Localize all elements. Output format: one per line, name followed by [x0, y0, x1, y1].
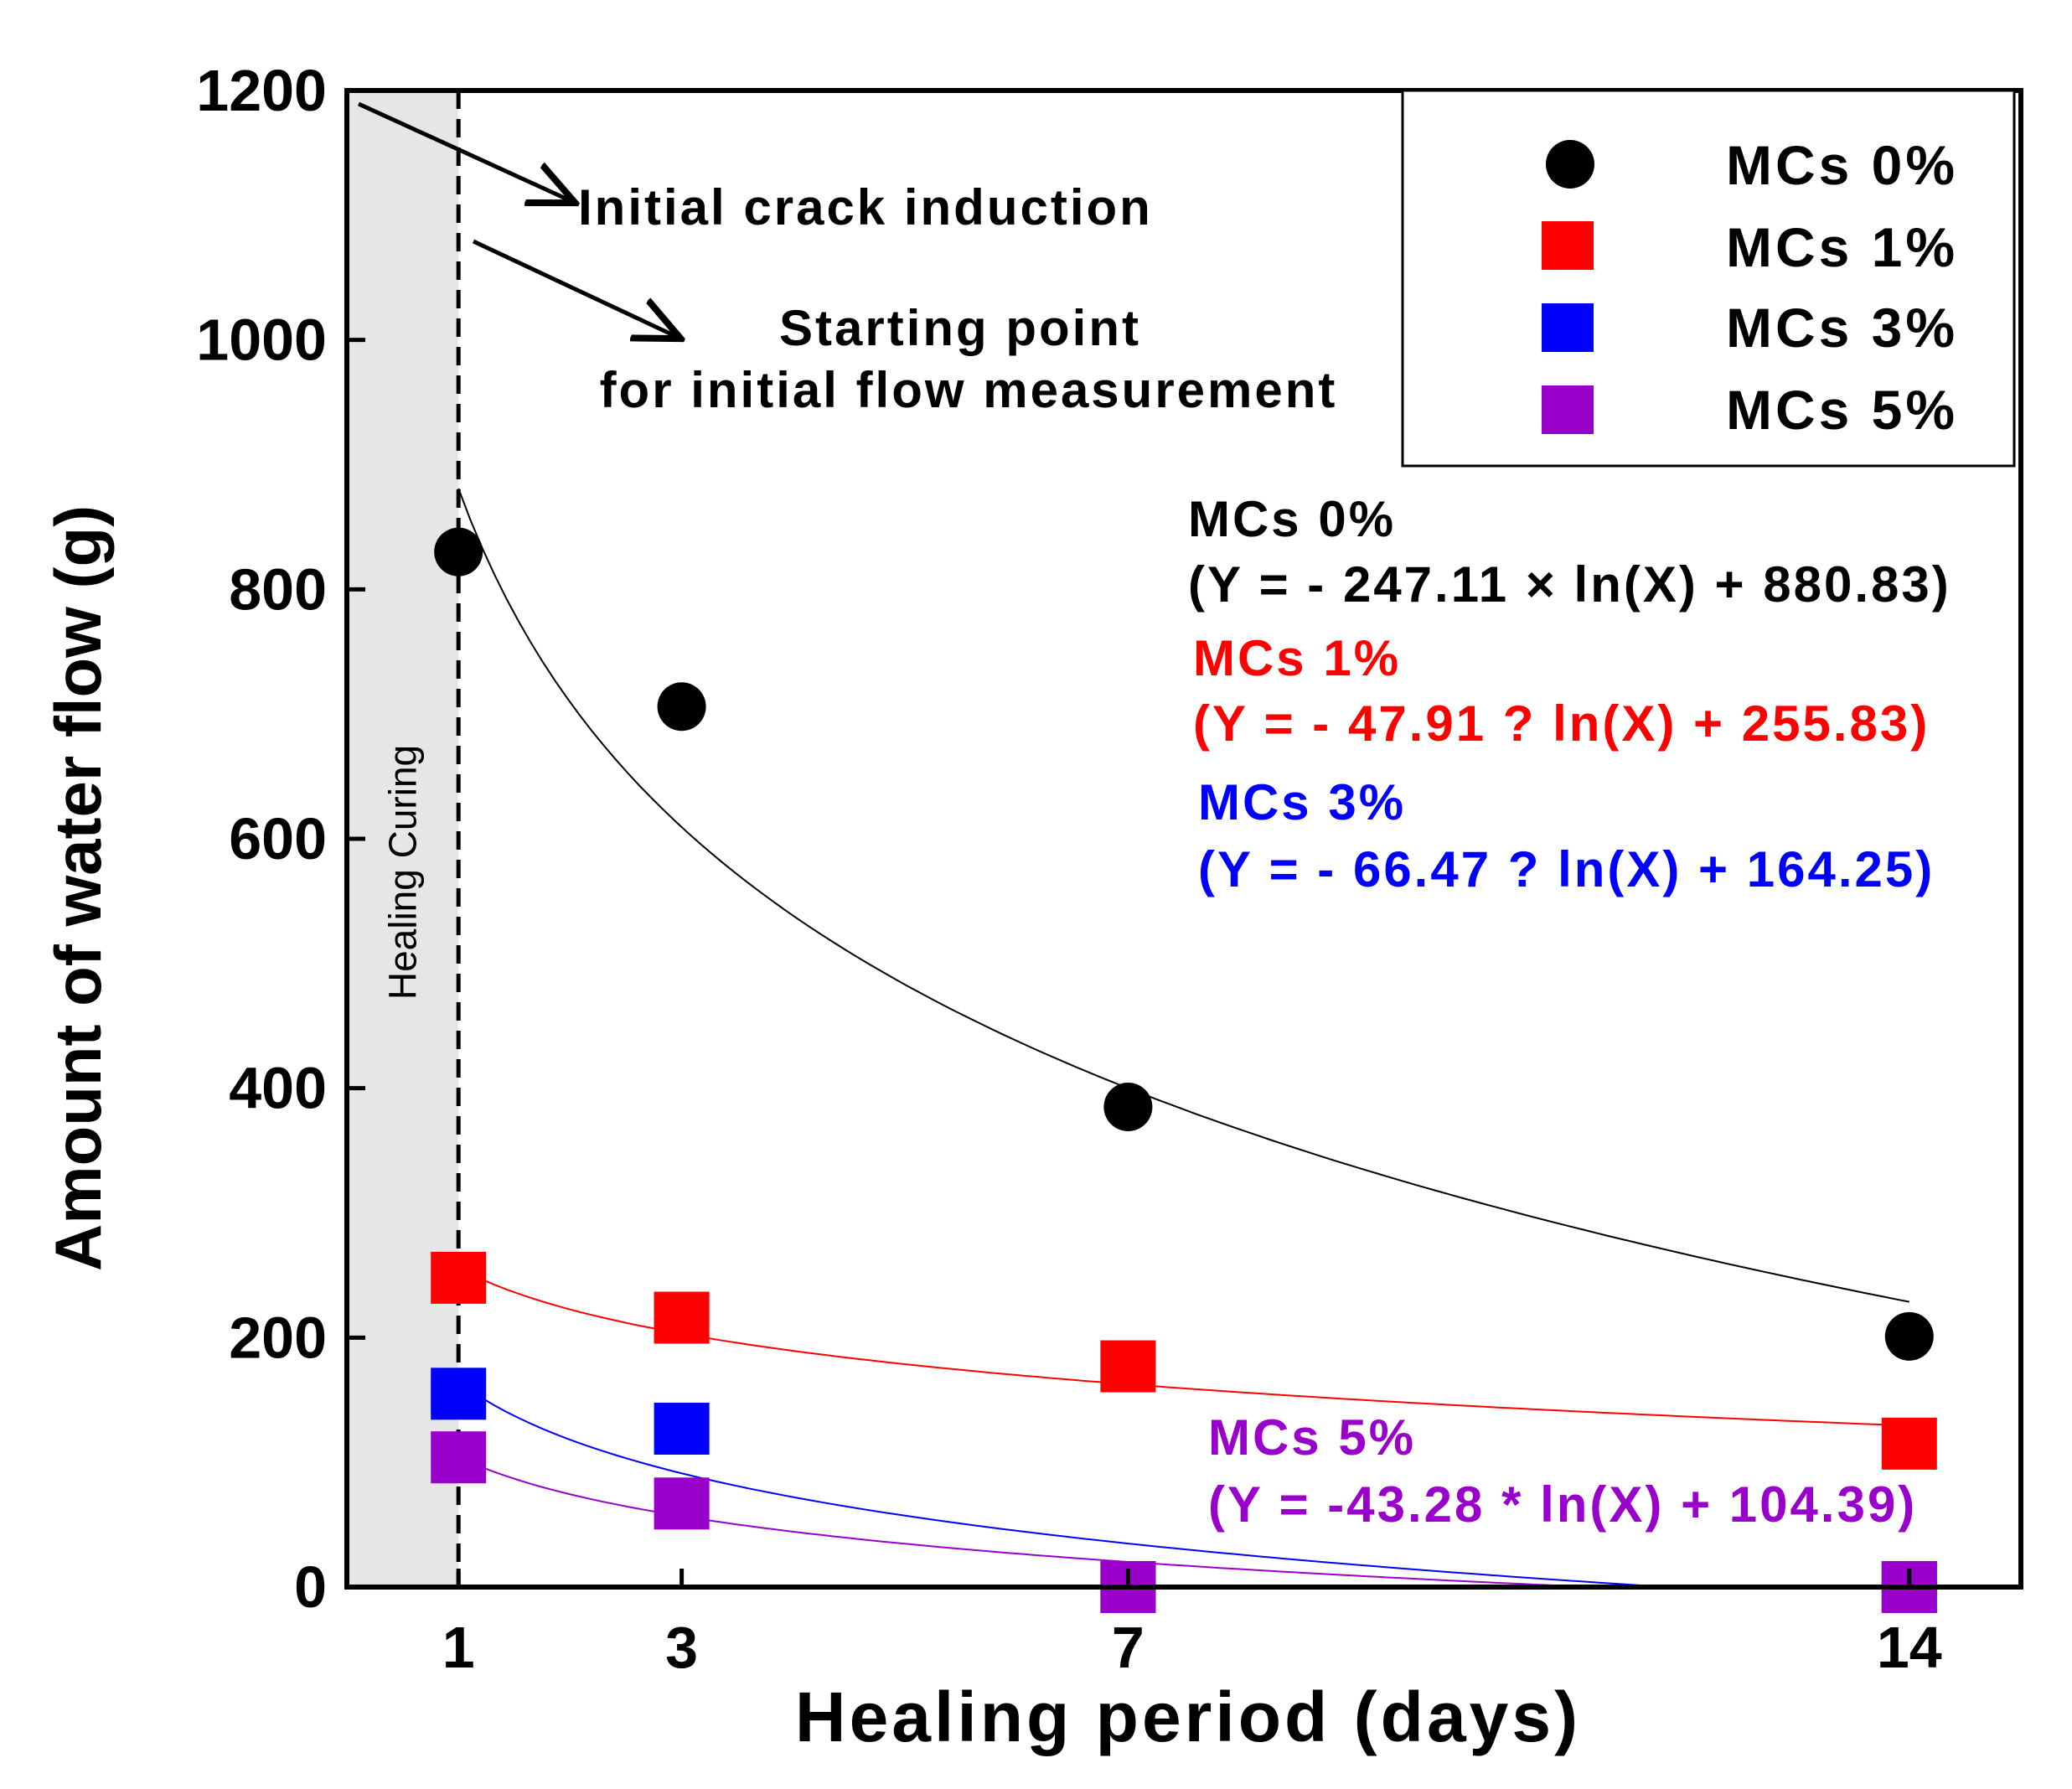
- equation-formula-mcs-1: (Y = - 47.91 ? ln(X) + 255.83): [1193, 695, 1930, 752]
- y-tick-label: 800: [229, 556, 327, 622]
- x-tick-label: 7: [1112, 1615, 1145, 1680]
- data-point: [1884, 1311, 1934, 1361]
- healing-curing-label: Healing Curing: [381, 745, 425, 1000]
- x-axis-label: Healing period (days): [795, 1678, 1581, 1756]
- legend-marker-mcs-3: [1542, 303, 1594, 352]
- fit-curve-0: [457, 488, 1909, 1303]
- x-tick-label: 3: [665, 1615, 698, 1680]
- data-point: [431, 1431, 487, 1484]
- equation-title-mcs-1: MCs 1%: [1193, 630, 1401, 686]
- y-tick-label: 1000: [196, 308, 327, 373]
- data-point: [654, 1402, 710, 1455]
- fit-curve-1: [457, 1267, 1909, 1427]
- legend-label-mcs-0: MCs 0%: [1726, 134, 1958, 196]
- data-point: [434, 527, 483, 577]
- legend-label-mcs-5: MCs 5%: [1726, 379, 1958, 441]
- y-axis-ticks: 0 200 400 600 800 1000 1200: [196, 58, 365, 1620]
- data-point: [431, 1368, 487, 1420]
- legend-box: [1401, 89, 2016, 468]
- y-tick-label: 600: [229, 806, 327, 871]
- legend-marker-mcs-0: [1546, 140, 1594, 189]
- starting-point-annotation-line1: Starting point: [779, 300, 1141, 356]
- fit-curve-3: [457, 1456, 1584, 1588]
- y-tick-label: 1200: [196, 58, 327, 123]
- data-point: [654, 1291, 710, 1344]
- data-point: [654, 1477, 710, 1530]
- y-tick-label: 0: [294, 1554, 327, 1620]
- healing-curing-region: [347, 90, 459, 1587]
- equation-formula-mcs-5: (Y = -43.28 * ln(X) + 104.39): [1208, 1476, 1917, 1533]
- x-tick-label: 14: [1877, 1615, 1942, 1680]
- initial-crack-annotation: Initial crack induction: [578, 179, 1153, 235]
- data-point: [431, 1251, 487, 1304]
- legend-marker-mcs-1: [1542, 221, 1594, 270]
- data-point: [1100, 1340, 1156, 1393]
- initial-crack-arrow: [357, 101, 571, 201]
- starting-point-arrow: [472, 239, 677, 337]
- regression-equations: MCs 0% (Y = - 247.11 × ln(X) + 880.83) M…: [1188, 491, 1951, 1533]
- starting-point-annotation-line2: for initial flow measurement: [600, 362, 1338, 418]
- data-point: [657, 682, 706, 732]
- legend-label-mcs-1: MCs 1%: [1726, 216, 1958, 278]
- equation-title-mcs-5: MCs 5%: [1208, 1409, 1416, 1466]
- data-point: [1881, 1417, 1937, 1470]
- data-markers: [431, 527, 1937, 1613]
- fit-curve-2: [457, 1381, 1668, 1588]
- legend: MCs 0% MCs 1% MCs 3% MCs 5%: [1401, 89, 2016, 468]
- y-tick-label: 400: [229, 1056, 327, 1121]
- x-axis-ticks: 1 3 7 14: [442, 1569, 1942, 1680]
- x-tick-label: 1: [442, 1615, 475, 1680]
- equation-formula-mcs-0: (Y = - 247.11 × ln(X) + 880.83): [1188, 556, 1951, 613]
- data-point: [1103, 1082, 1153, 1131]
- equation-title-mcs-0: MCs 0%: [1188, 491, 1396, 547]
- y-tick-label: 200: [229, 1305, 327, 1370]
- legend-label-mcs-3: MCs 3%: [1726, 297, 1958, 359]
- y-axis-label: Amount of water flow (g): [41, 505, 115, 1271]
- equation-title-mcs-3: MCs 3%: [1198, 774, 1406, 830]
- legend-marker-mcs-5: [1542, 385, 1594, 434]
- equation-formula-mcs-3: (Y = - 66.47 ? ln(X) + 164.25): [1198, 841, 1935, 897]
